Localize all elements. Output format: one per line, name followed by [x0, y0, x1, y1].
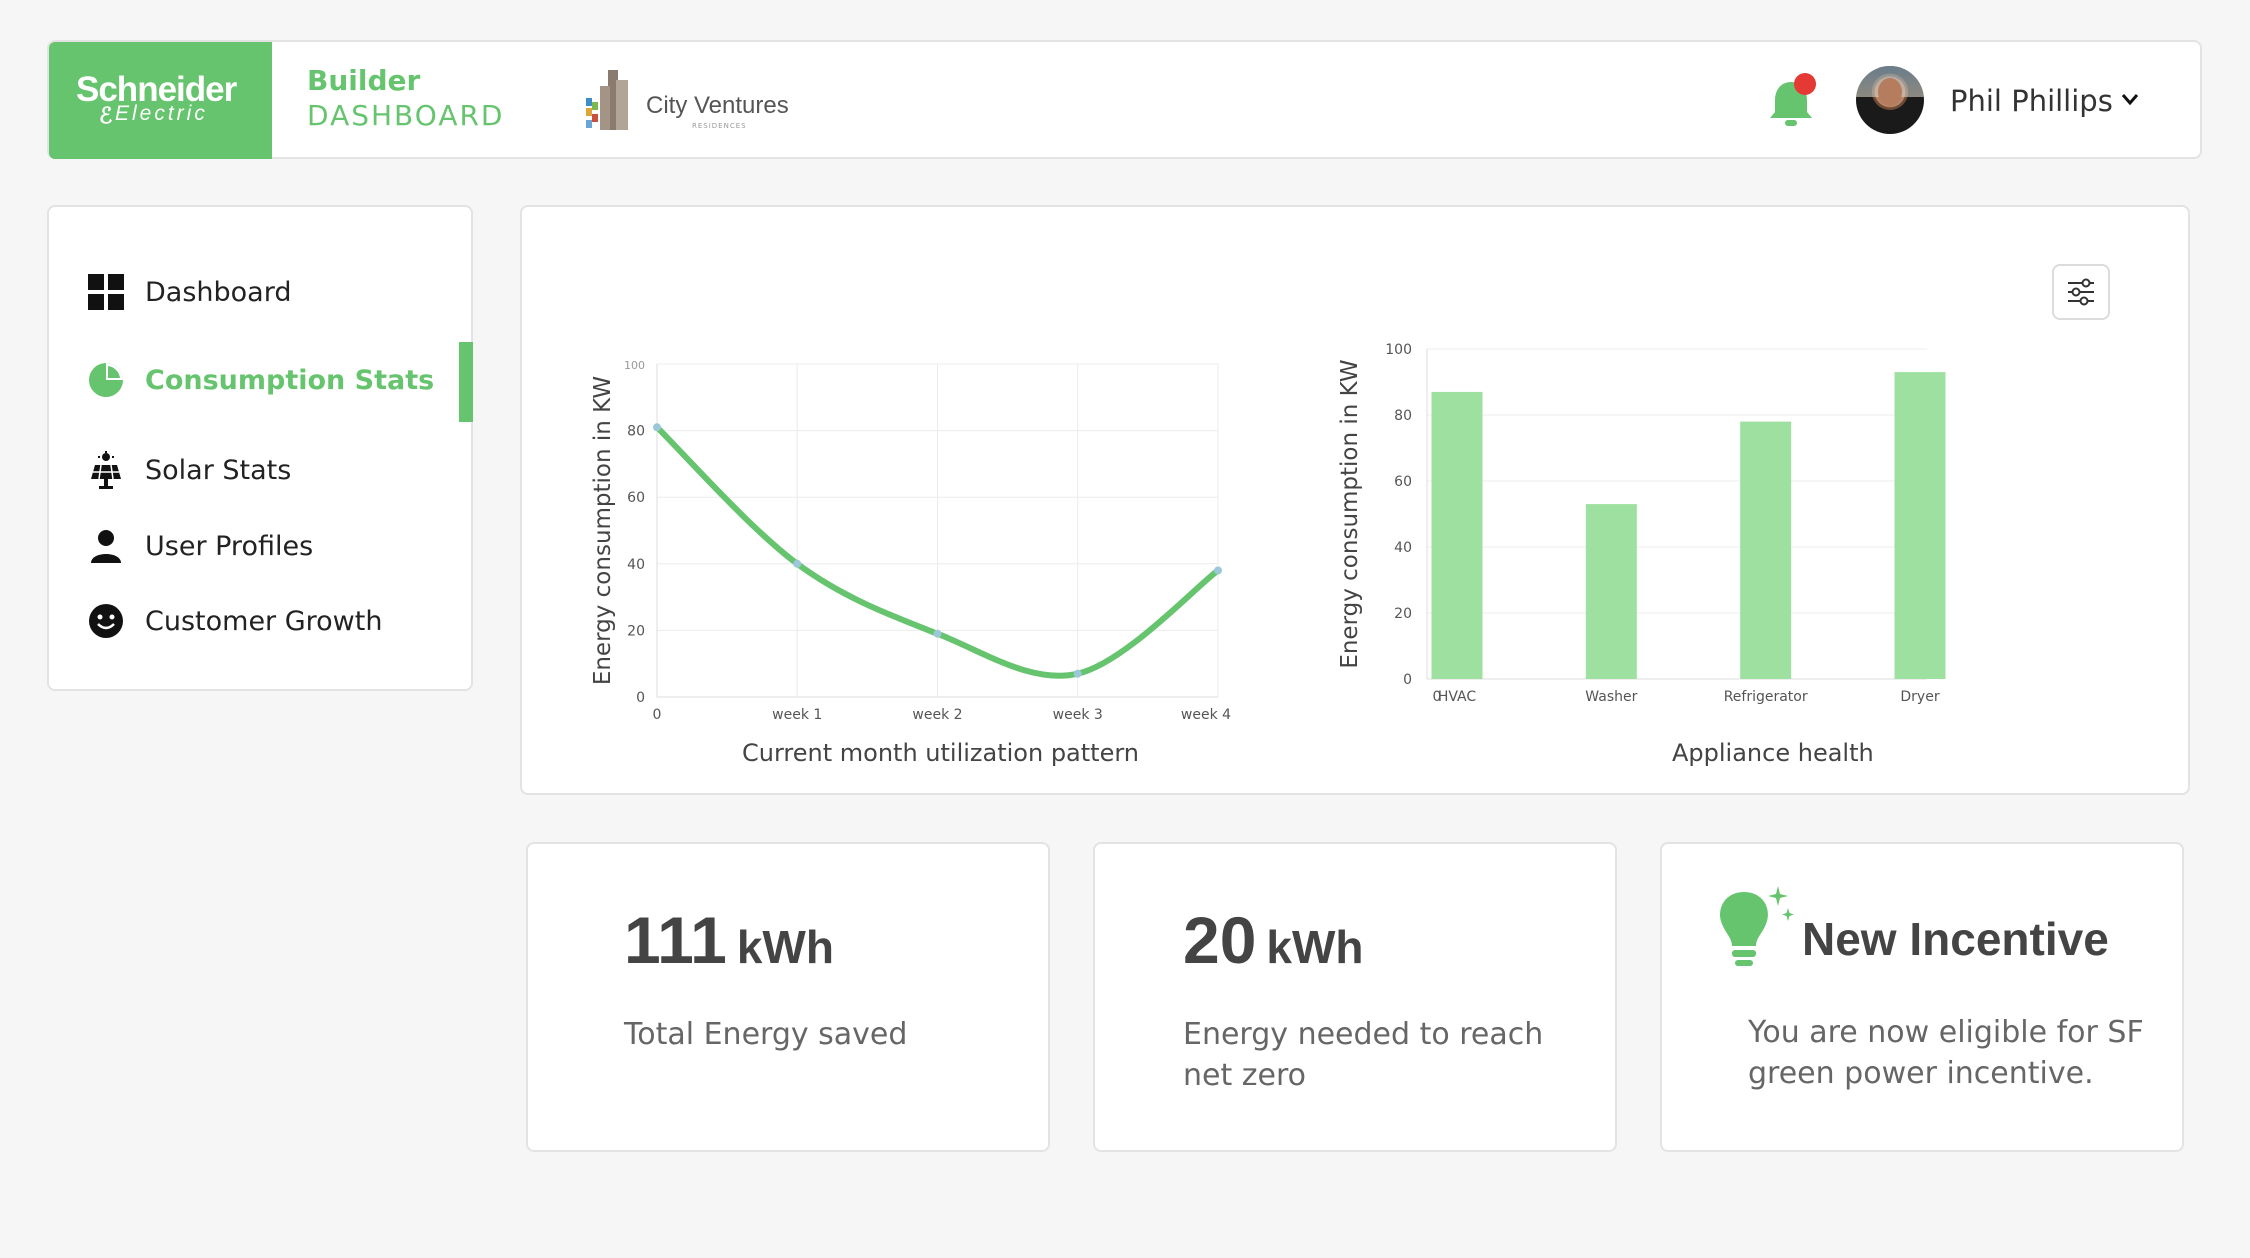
incentive-text: You are now eligible for SF green power … [1748, 1015, 2144, 1091]
app-title-line2: DASHBOARD [307, 99, 505, 132]
sidebar-item-solar-stats[interactable]: Solar Stats [87, 451, 291, 489]
y-tick-label: 20 [627, 623, 645, 639]
energy-saved-value: 111 kWh [624, 902, 834, 978]
y-tick-label: 80 [1394, 408, 1412, 424]
app-title: Builder DASHBOARD [307, 64, 504, 132]
brand-logo[interactable]: Schneider ℰ Electric [49, 42, 272, 159]
data-point [653, 423, 661, 432]
x-tick-label: Refrigerator [1724, 689, 1808, 705]
x-tick-label: HVAC [1438, 689, 1477, 705]
sidebar-item-label: User Profiles [145, 530, 314, 562]
data-point [933, 629, 942, 638]
net-zero-value: 20 kWh [1183, 902, 1364, 978]
x-origin-label: 0 [1433, 689, 1442, 705]
y-axis-label: Energy consumption in KW [1337, 359, 1363, 668]
person-icon [87, 527, 125, 565]
line-chart-title: Current month utilization pattern [742, 739, 1140, 767]
incentive-card[interactable]: New Incentive You are now eligible for S… [1660, 842, 2184, 1152]
data-point [1073, 669, 1082, 678]
sidebar-item-label: Consumption Stats [145, 364, 435, 396]
x-tick-label: Washer [1585, 689, 1637, 705]
utilization-line-chart: 0 20 40 60 80 100 0 week 1 week 2 week 3 week 4 Ene… [590, 359, 1231, 723]
partner-sub: RESIDENCES [692, 122, 747, 130]
y-tick-label: 100 [1385, 342, 1412, 358]
sidebar-item-user-profiles[interactable]: User Profiles [87, 527, 313, 565]
energy-saved-number: 111 [624, 903, 727, 977]
notification-dot [1794, 73, 1816, 95]
y-tick-label: 40 [627, 557, 645, 573]
net-zero-unit: kWh [1266, 921, 1364, 973]
avatar[interactable] [1856, 66, 1924, 134]
sidebar-item-consumption-stats[interactable]: Consumption Stats [87, 361, 434, 399]
grid-icon [87, 273, 125, 311]
x-tick-label: 0 [653, 707, 662, 723]
y-tick-label: 60 [627, 490, 645, 506]
y-tick-label: 0 [1403, 672, 1412, 688]
x-tick-label: week 1 [772, 707, 822, 723]
sidebar-item-label: Solar Stats [145, 454, 292, 486]
bar [1740, 421, 1792, 679]
data-point [1214, 566, 1222, 575]
energy-saved-unit: kWh [736, 921, 834, 973]
active-indicator [459, 342, 473, 422]
smiley-icon [87, 602, 125, 640]
y-tick-label: 20 [1394, 606, 1412, 622]
y-tick-label: 60 [1394, 474, 1412, 490]
brand-sub: Electric [115, 102, 208, 125]
pie-chart-icon [87, 361, 125, 399]
y-tick-label: 100 [624, 359, 645, 372]
bar [1431, 391, 1483, 679]
sliders-icon [2068, 278, 2094, 306]
building-icon [586, 70, 628, 130]
partner-logo: City Ventures RESIDENCES [582, 68, 832, 138]
brand-name: Schneider [76, 70, 237, 109]
x-tick-label: week 4 [1181, 707, 1231, 723]
notification-bell-icon[interactable] [1759, 70, 1823, 134]
app-title-line1: Builder [307, 64, 421, 97]
y-tick-label: 0 [636, 690, 645, 706]
sidebar-item-label: Customer Growth [145, 605, 383, 637]
bar [1894, 372, 1946, 679]
solar-panel-icon [87, 451, 125, 489]
sidebar-item-label: Dashboard [145, 276, 292, 308]
net-zero-card: 20 kWh Energy needed to reach net zero [1093, 842, 1617, 1152]
lightbulb-icon [1720, 886, 1794, 966]
y-axis-label: Energy consumption in KW [590, 376, 616, 685]
net-zero-number: 20 [1183, 903, 1257, 977]
top-bar: Schneider ℰ Electric Builder DASHBOARD C… [47, 40, 2202, 159]
x-tick-label: week 2 [912, 707, 962, 723]
net-zero-label: Energy needed to reach net zero [1183, 1017, 1544, 1093]
user-name[interactable]: Phil Phillips [1950, 84, 2113, 118]
partner-name: City Ventures [646, 92, 789, 119]
energy-saved-card: 111 kWh Total Energy saved [526, 842, 1050, 1152]
charts-panel: 0 20 40 60 80 100 0 week 1 week 2 week 3 week 4 Ene… [520, 205, 2190, 795]
incentive-title: New Incentive [1802, 913, 2109, 965]
bar-chart-title: Appliance health [1672, 739, 1874, 767]
chevron-down-icon[interactable] [2119, 88, 2141, 110]
bar [1585, 504, 1637, 679]
x-tick-label: Dryer [1900, 689, 1939, 705]
data-point [793, 559, 802, 568]
x-tick-label: week 3 [1053, 707, 1103, 723]
sidebar-item-customer-growth[interactable]: Customer Growth [87, 602, 382, 640]
energy-saved-label: Total Energy saved [624, 1017, 908, 1052]
brand-mark-icon: ℰ [99, 103, 113, 128]
y-tick-label: 80 [627, 424, 645, 440]
sidebar: Dashboard Consumption Stats Solar Stats [47, 205, 473, 691]
sidebar-item-dashboard[interactable]: Dashboard [87, 273, 291, 311]
y-tick-label: 40 [1394, 540, 1412, 556]
filter-button[interactable] [2052, 264, 2110, 320]
